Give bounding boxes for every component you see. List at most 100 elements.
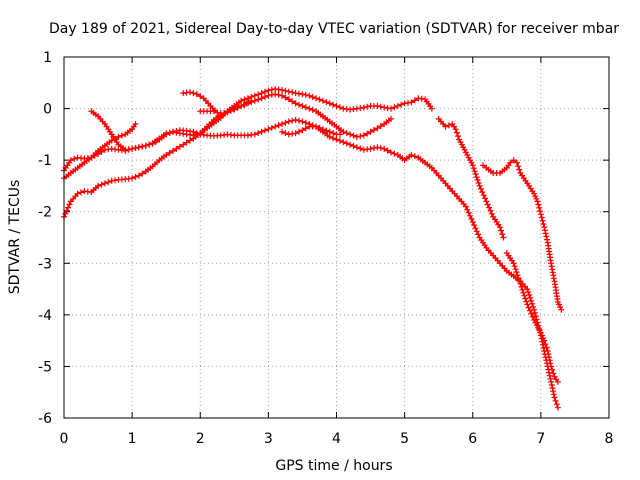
data-point <box>282 130 289 137</box>
data-point <box>465 209 472 216</box>
data-point <box>319 97 326 104</box>
data-point <box>554 378 561 385</box>
data-point <box>483 198 490 205</box>
data-point <box>105 179 112 186</box>
data-point <box>411 153 418 160</box>
data-point <box>316 124 323 131</box>
data-point <box>248 97 255 104</box>
data-point <box>499 231 506 238</box>
data-point <box>265 87 272 94</box>
data-point <box>224 109 231 116</box>
data-point <box>468 215 475 222</box>
data-point <box>500 234 507 241</box>
data-point <box>279 121 285 127</box>
data-point <box>292 116 299 123</box>
data-point <box>176 143 183 150</box>
x-tick-label: 5 <box>400 431 409 447</box>
data-point <box>532 313 539 320</box>
data-point <box>299 91 306 98</box>
data-point <box>67 157 74 164</box>
data-point <box>525 304 532 311</box>
data-point <box>289 117 296 124</box>
y-tick-label: 0 <box>43 102 52 118</box>
data-point <box>313 123 320 130</box>
data-point <box>262 88 268 95</box>
axis-ticks: 0 1 2 3 4 5 6 7 8 1 0 -1 -2 -3 -4 -5 -6 <box>38 50 613 447</box>
data-point <box>453 129 460 136</box>
data-point <box>549 366 556 373</box>
data-point <box>289 98 296 105</box>
data-point <box>265 92 272 99</box>
data-point <box>292 130 299 137</box>
chart-title: Day 189 of 2021, Sidereal Day-to-day VTE… <box>49 21 619 37</box>
data-point <box>546 369 552 376</box>
data-point <box>374 103 381 109</box>
data-point <box>238 97 245 104</box>
data-point <box>132 145 139 151</box>
data-point <box>78 189 84 196</box>
data-point <box>95 182 102 189</box>
series-markers <box>435 115 507 241</box>
data-point <box>455 133 461 140</box>
data-point <box>326 133 333 140</box>
data-point <box>251 131 258 138</box>
data-point <box>550 388 557 395</box>
data-point <box>388 115 394 122</box>
data-point <box>471 168 478 175</box>
data-point <box>452 126 459 133</box>
x-tick-label: 3 <box>264 431 273 447</box>
data-point <box>262 94 268 100</box>
data-point <box>510 157 517 164</box>
data-point <box>330 135 337 142</box>
data-point <box>527 307 533 314</box>
data-point <box>227 108 234 114</box>
data-point <box>464 206 471 213</box>
data-point <box>544 236 550 243</box>
data-point <box>516 166 523 173</box>
series-markers <box>480 157 565 313</box>
data-point <box>442 123 449 130</box>
x-tick-label: 2 <box>196 431 205 447</box>
data-point <box>258 90 265 97</box>
data-point <box>350 132 357 139</box>
data-point <box>471 222 478 229</box>
data-point <box>548 378 555 385</box>
data-point <box>428 105 435 112</box>
data-point <box>547 360 554 367</box>
data-point <box>472 171 479 178</box>
data-point <box>360 132 367 139</box>
data-point <box>353 144 360 151</box>
data-point <box>319 126 326 133</box>
series-arc-9 <box>480 157 565 313</box>
data-point <box>364 130 371 137</box>
data-point <box>530 303 537 310</box>
data-point <box>146 141 153 148</box>
data-point <box>187 137 193 144</box>
data-point <box>475 180 482 186</box>
data-point <box>551 394 558 401</box>
x-axis-label: GPS time / hours <box>275 458 392 474</box>
data-point <box>479 189 486 196</box>
data-point <box>367 128 374 135</box>
data-point <box>285 88 292 95</box>
plot-series <box>61 86 565 411</box>
data-point <box>371 145 377 151</box>
data-point <box>275 122 282 129</box>
data-point <box>546 372 553 379</box>
data-point <box>118 132 125 139</box>
data-point <box>285 96 292 103</box>
data-point <box>541 337 548 344</box>
data-point <box>408 152 415 158</box>
data-point <box>313 95 320 102</box>
data-point <box>221 110 228 117</box>
data-point <box>139 170 146 177</box>
data-point <box>71 155 78 162</box>
data-point <box>326 128 333 135</box>
data-point <box>108 137 115 144</box>
data-point <box>524 301 531 308</box>
data-point <box>275 91 282 98</box>
data-point <box>537 208 543 215</box>
data-point <box>163 130 170 137</box>
data-point <box>183 139 190 146</box>
data-point <box>552 397 559 404</box>
